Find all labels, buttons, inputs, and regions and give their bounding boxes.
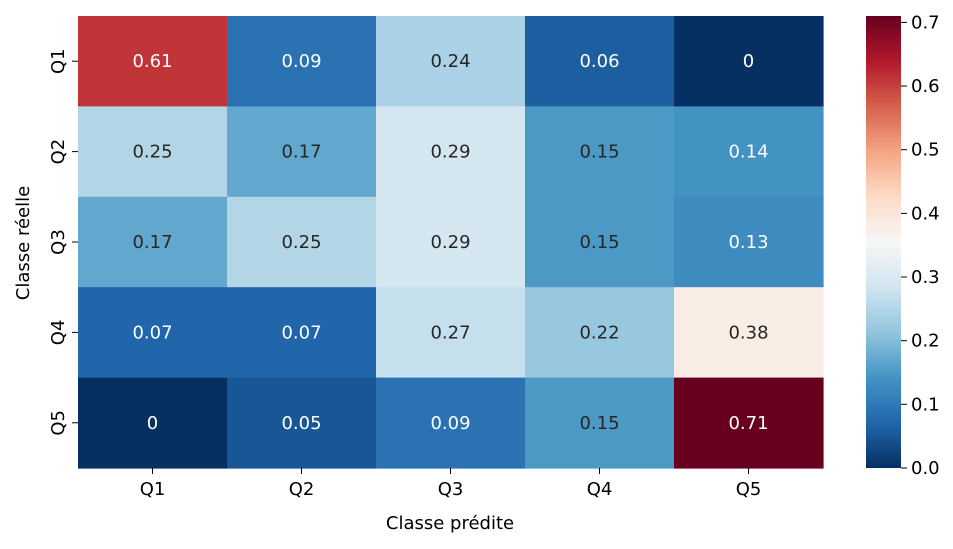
x-tick-label: Q4 [587,479,613,500]
cell-value-label: 0.13 [728,232,768,253]
colorbar-tick-label: 0.6 [911,76,940,97]
y-tick-label: Q3 [48,229,69,255]
cell-value-label: 0.71 [728,413,768,434]
heatmap-cell [674,16,824,107]
heatmap-cell [376,287,526,379]
cell-value-label: 0.06 [579,51,619,72]
heatmap-cell [78,106,228,198]
cell-value-label: 0.24 [430,51,470,72]
colorbar-tick-label: 0.3 [911,267,940,288]
cell-value-label: 0.15 [579,232,619,253]
y-tick-label: Q4 [48,320,69,346]
cell-value-label: 0.07 [132,322,172,343]
heatmap-cell [525,287,675,379]
cell-value-label: 0.29 [430,232,470,253]
colorbar-tick-label: 0.2 [911,331,940,352]
x-tick-label: Q3 [438,479,464,500]
cell-value-label: 0.17 [281,142,321,163]
heatmap-cell [674,106,824,198]
heatmap-cell [376,196,526,288]
heatmap-cells [78,16,824,469]
cell-value-labels: 0.61 0.09 0.24 0.06 0 0.25 0.17 0.29 0.15 0.14 0.1… [132,51,768,434]
colorbar-tick-label: 0.4 [911,203,940,224]
heatmap-cell [227,16,377,107]
cell-value-label: 0.15 [579,142,619,163]
heatmap-cell [227,377,377,469]
y-tick-label: Q1 [48,48,69,74]
heatmap-cell [376,16,526,107]
cell-value-label: 0.25 [281,232,321,253]
cell-value-label: 0.05 [281,413,321,434]
x-axis-ticks: Q1 Q2 Q3 Q4 Q5 [140,468,762,500]
colorbar-tick-label: 0.7 [911,12,940,33]
heatmap-cell [78,287,228,379]
cell-value-label: 0.61 [132,51,172,72]
heatmap-cell [525,106,675,198]
cell-value-label: 0.38 [728,322,768,343]
cell-value-label: 0.27 [430,322,470,343]
cell-value-label: 0.09 [281,51,321,72]
x-tick-label: Q1 [140,479,166,500]
cell-value-label: 0.22 [579,322,619,343]
heatmap-cell [376,377,526,469]
y-tick-label: Q2 [48,139,69,165]
colorbar [866,16,901,468]
heatmap-cell [674,377,824,469]
cell-value-label: 0.14 [728,142,768,163]
y-axis-ticks: Q1 Q2 Q3 Q4 Q5 [48,48,78,436]
heatmap-cell [227,196,377,288]
heatmap-cell [78,16,228,107]
heatmap-cell [78,377,228,469]
cell-value-label: 0.17 [132,232,172,253]
colorbar-tick-label: 0.0 [911,458,940,479]
cell-value-label: 0.09 [430,413,470,434]
y-tick-label: Q5 [48,410,69,436]
colorbar-ticks: 0.0 0.1 0.2 0.3 0.4 0.5 0.6 0.7 [901,12,940,479]
heatmap-cell [525,377,675,469]
heatmap-cell [525,16,675,107]
heatmap-cell [227,287,377,379]
cell-value-label: 0.29 [430,142,470,163]
cell-value-label: 0.07 [281,322,321,343]
heatmap-cell [78,196,228,288]
cell-value-label: 0 [743,51,754,72]
cell-value-label: 0.15 [579,413,619,434]
x-tick-label: Q2 [289,479,315,500]
heatmap-cell [376,106,526,198]
heatmap-cell [674,196,824,288]
x-tick-label: Q5 [736,479,762,500]
cell-value-label: 0 [147,413,158,434]
x-axis-label: Classe prédite [386,513,514,534]
heatmap-cell [674,287,824,379]
heatmap-cell [227,106,377,198]
colorbar-tick-label: 0.5 [911,140,940,161]
heatmap-cell [525,196,675,288]
y-axis-label: Classe réelle [13,186,34,300]
cell-value-label: 0.25 [132,142,172,163]
colorbar-tick-label: 0.1 [911,394,940,415]
